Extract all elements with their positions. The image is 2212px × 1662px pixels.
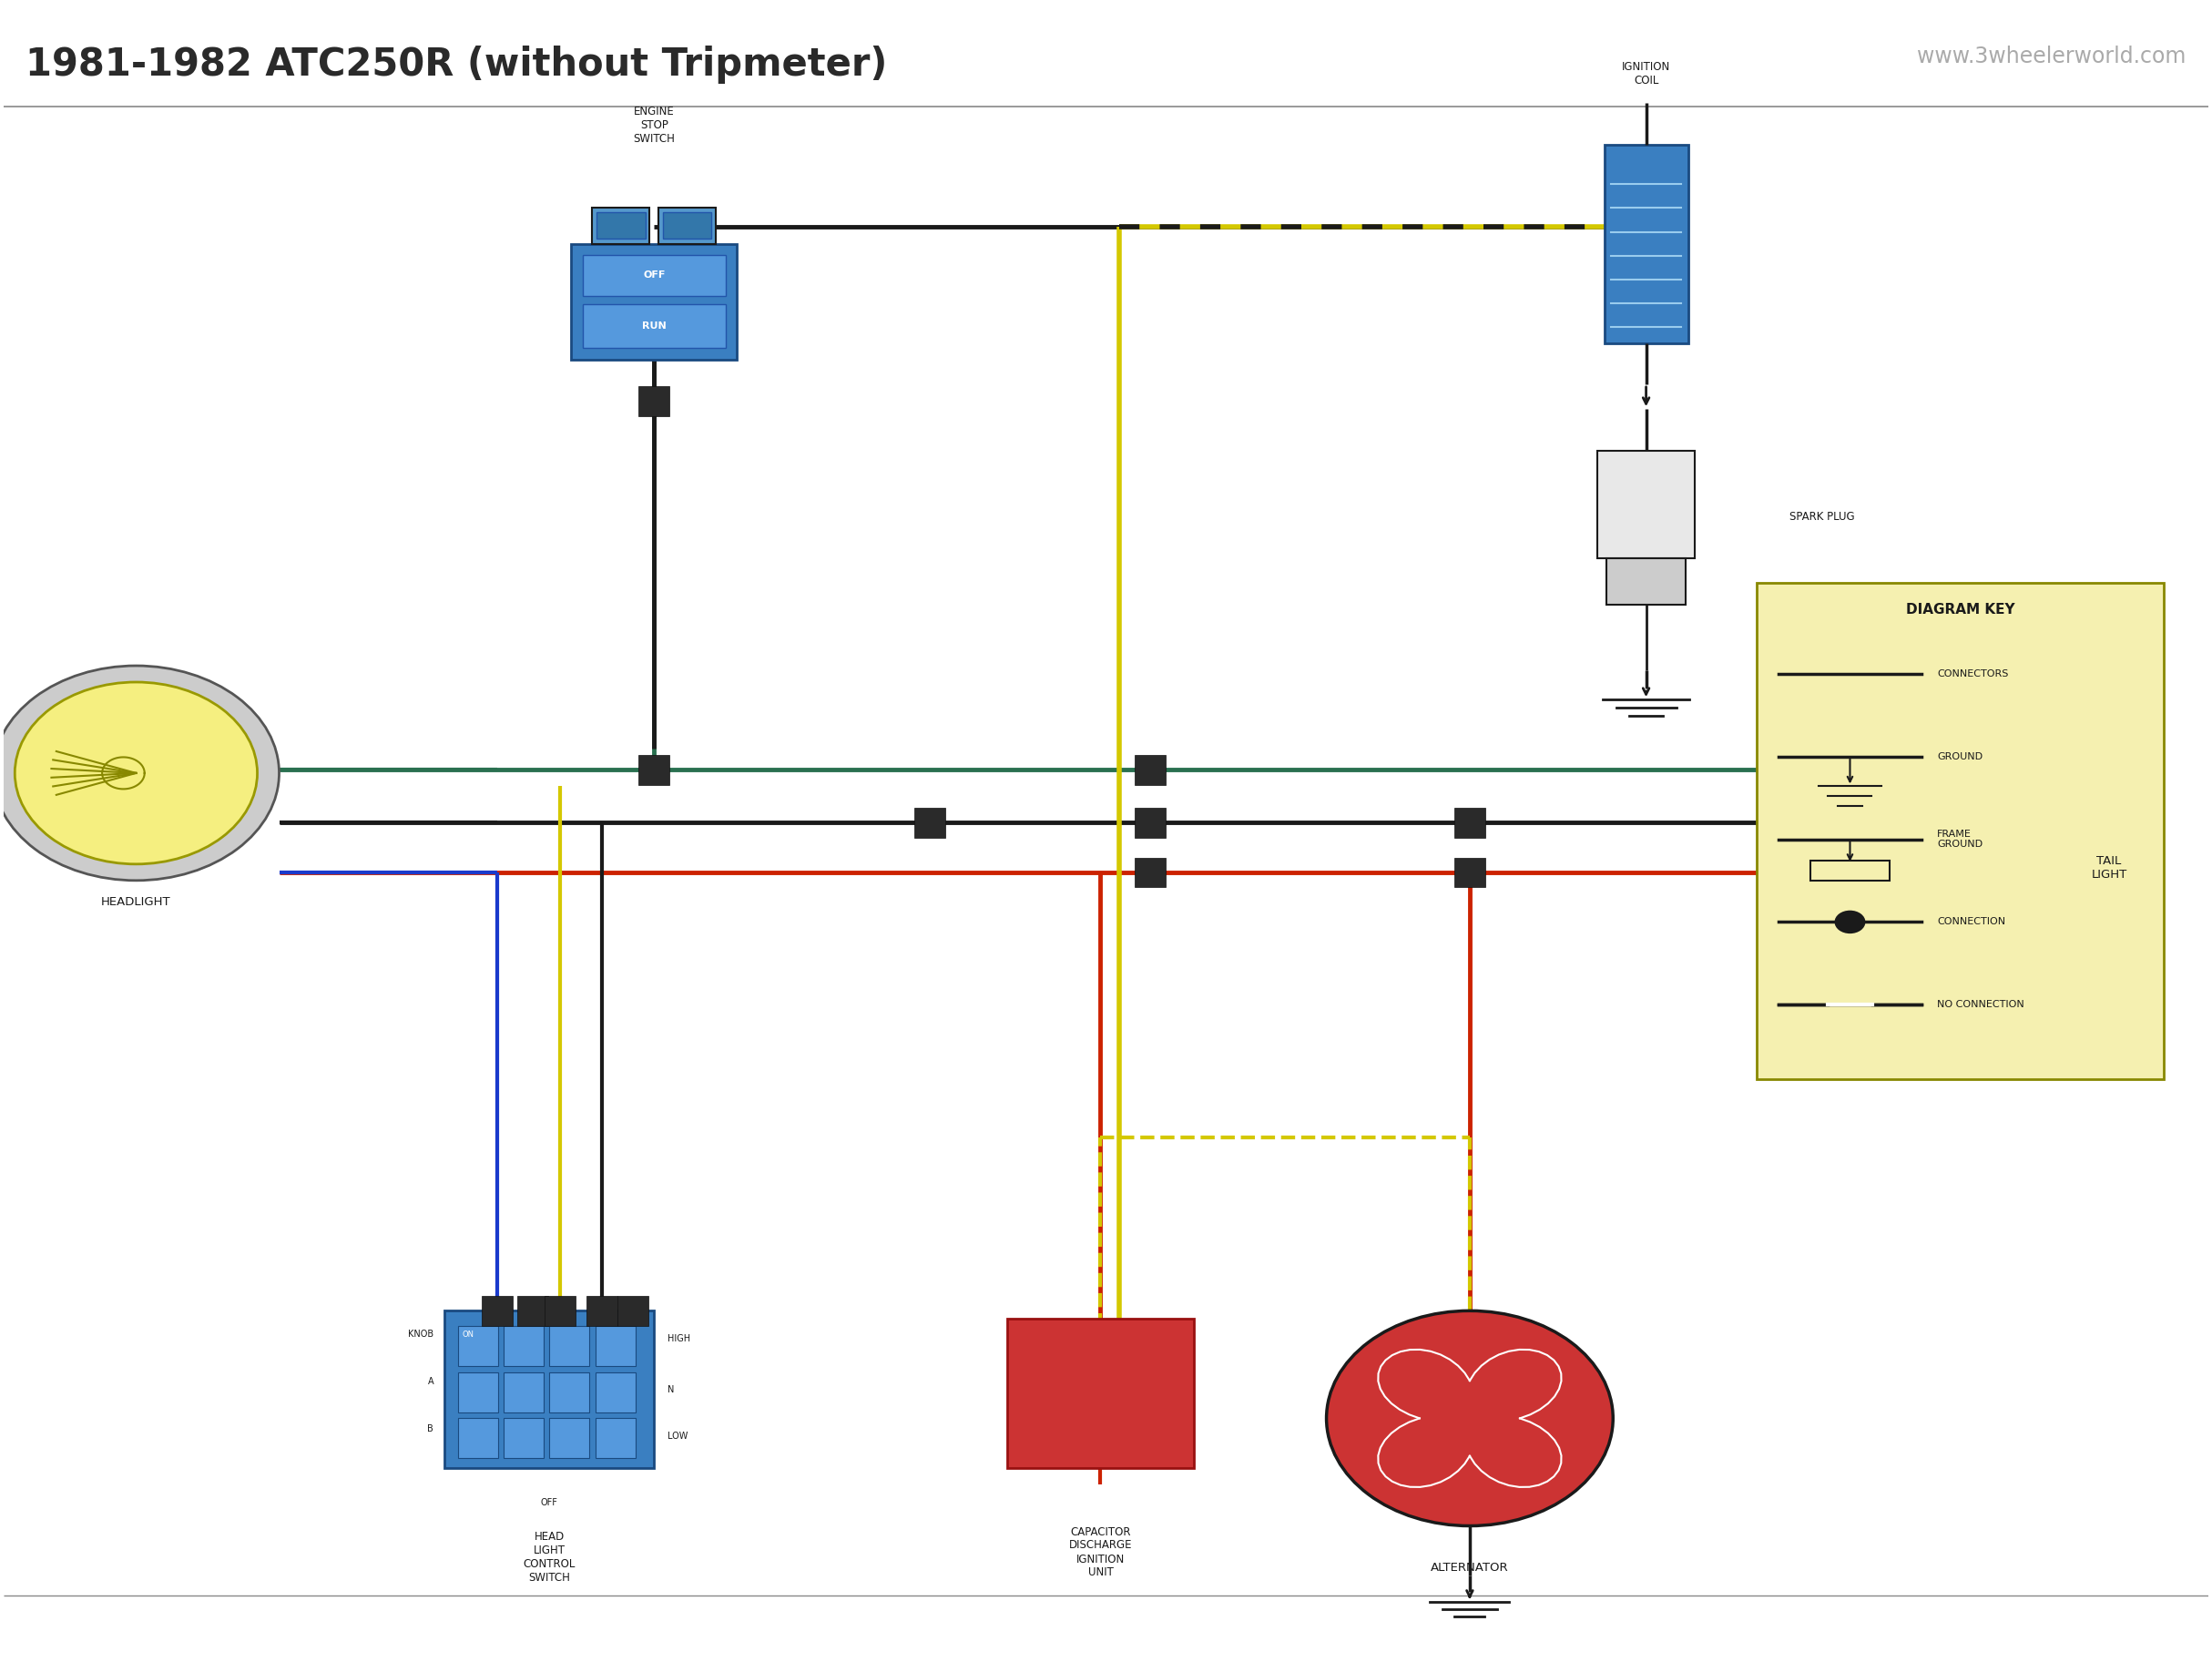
Circle shape	[1327, 1311, 1613, 1526]
Bar	[2035, 728, 2070, 819]
Bar	[1756, 583, 2163, 1079]
Bar	[445, 1311, 655, 1468]
Bar	[2068, 728, 2150, 819]
Text: FRAME
GROUND: FRAME GROUND	[1938, 829, 1982, 849]
Bar	[1597, 450, 1694, 558]
Bar	[582, 304, 726, 347]
Bar	[1135, 808, 1166, 838]
Bar	[458, 1371, 498, 1413]
Bar	[1135, 755, 1166, 784]
Text: RUN: RUN	[641, 321, 666, 331]
Bar	[593, 208, 650, 244]
Bar	[1940, 816, 1971, 846]
Circle shape	[0, 666, 279, 881]
Text: TAIL
LIGHT: TAIL LIGHT	[2090, 854, 2128, 881]
Bar	[582, 256, 726, 296]
Bar	[549, 1326, 591, 1366]
Bar	[1453, 858, 1484, 888]
Bar	[595, 1371, 635, 1413]
Text: KNOB: KNOB	[407, 1330, 434, 1340]
Bar	[914, 808, 945, 838]
Text: A: A	[427, 1376, 434, 1386]
Text: www.3wheelerworld.com: www.3wheelerworld.com	[1918, 45, 2185, 66]
Bar	[549, 1418, 591, 1458]
Bar	[1135, 858, 1166, 888]
Text: HEAD
LIGHT
CONTROL
SWITCH: HEAD LIGHT CONTROL SWITCH	[524, 1531, 575, 1584]
Text: OFF: OFF	[540, 1497, 557, 1507]
Bar	[1876, 660, 1902, 686]
Bar	[1453, 808, 1484, 838]
Text: SPARK PLUG: SPARK PLUG	[1790, 510, 1854, 522]
Bar	[549, 1371, 591, 1413]
Bar	[617, 1296, 648, 1326]
Bar	[1940, 771, 1971, 801]
Text: ENGINE
STOP
SWITCH: ENGINE STOP SWITCH	[633, 105, 675, 145]
Text: NO CONNECTION: NO CONNECTION	[1938, 1001, 2024, 1009]
Bar	[1809, 861, 1889, 881]
Text: N: N	[668, 1384, 675, 1394]
Bar	[1604, 145, 1688, 342]
Bar	[518, 1296, 549, 1326]
Text: 1981-1982 ATC250R (without Tripmeter): 1981-1982 ATC250R (without Tripmeter)	[27, 45, 887, 83]
Bar	[1006, 1320, 1194, 1468]
Text: HIGH: HIGH	[668, 1335, 690, 1343]
Text: CONNECTION: CONNECTION	[1938, 917, 2006, 926]
Text: CAPACITOR
DISCHARGE
IGNITION
UNIT: CAPACITOR DISCHARGE IGNITION UNIT	[1068, 1526, 1133, 1579]
Bar	[586, 1296, 617, 1326]
Bar	[1798, 660, 1825, 686]
Bar	[1940, 808, 1971, 838]
Text: HEADLIGHT: HEADLIGHT	[102, 896, 170, 907]
Bar	[595, 1326, 635, 1366]
Text: GROUND: GROUND	[1938, 751, 1982, 761]
Bar	[544, 1296, 575, 1326]
Bar	[504, 1418, 544, 1458]
Circle shape	[2079, 751, 2137, 794]
Bar	[595, 1418, 635, 1458]
Bar	[458, 1418, 498, 1458]
Text: DIAGRAM KEY: DIAGRAM KEY	[1907, 603, 2015, 617]
Circle shape	[1834, 911, 1865, 934]
Bar	[458, 1326, 498, 1366]
Bar	[597, 213, 646, 239]
Bar	[1940, 755, 1971, 784]
Bar	[664, 213, 712, 239]
Text: OFF: OFF	[644, 271, 666, 279]
Bar	[639, 386, 670, 416]
Bar	[659, 208, 717, 244]
Text: B: B	[427, 1424, 434, 1433]
Text: IGNITION
COIL: IGNITION COIL	[1621, 61, 1670, 86]
Bar	[504, 1371, 544, 1413]
Bar	[639, 755, 670, 784]
Bar	[571, 244, 737, 359]
Bar	[1606, 558, 1686, 605]
Bar	[1940, 858, 1971, 888]
Text: ALTERNATOR: ALTERNATOR	[1431, 1562, 1509, 1574]
Text: LOW: LOW	[668, 1433, 688, 1441]
Text: CONNECTORS: CONNECTORS	[1938, 670, 2008, 678]
Bar	[482, 1296, 513, 1326]
Bar	[504, 1326, 544, 1366]
Circle shape	[15, 681, 257, 864]
Text: ON: ON	[462, 1330, 473, 1338]
